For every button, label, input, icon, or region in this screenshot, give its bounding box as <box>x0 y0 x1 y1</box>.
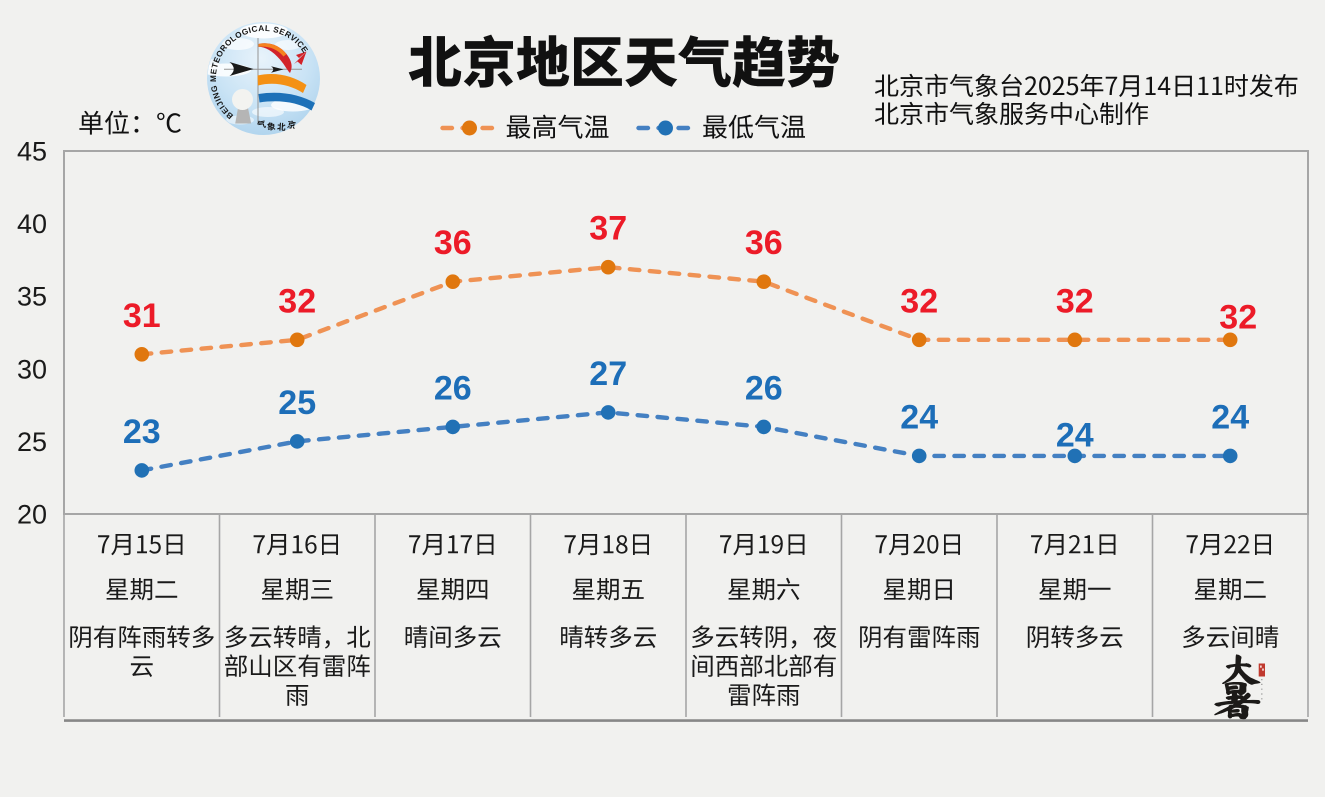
svg-text:24: 24 <box>900 398 938 436</box>
svg-text:24: 24 <box>1211 398 1249 436</box>
svg-text:32: 32 <box>900 282 938 320</box>
svg-text:26: 26 <box>745 369 783 407</box>
svg-text:25: 25 <box>278 384 316 422</box>
svg-text:40: 40 <box>17 209 47 239</box>
svg-text:27: 27 <box>589 355 627 393</box>
svg-text:36: 36 <box>745 224 783 262</box>
svg-text:31: 31 <box>123 297 161 335</box>
svg-text:36: 36 <box>434 224 472 262</box>
svg-text:37: 37 <box>589 210 627 248</box>
svg-text:26: 26 <box>434 369 472 407</box>
svg-text:32: 32 <box>1219 298 1257 336</box>
svg-text:32: 32 <box>1056 282 1094 320</box>
svg-text:24: 24 <box>1056 417 1094 455</box>
svg-text:20: 20 <box>17 500 47 530</box>
svg-text:30: 30 <box>17 354 47 384</box>
svg-text:45: 45 <box>17 137 47 167</box>
svg-text:32: 32 <box>278 282 316 320</box>
svg-text:35: 35 <box>17 282 47 312</box>
svg-text:25: 25 <box>17 427 47 457</box>
svg-text:23: 23 <box>123 413 161 451</box>
